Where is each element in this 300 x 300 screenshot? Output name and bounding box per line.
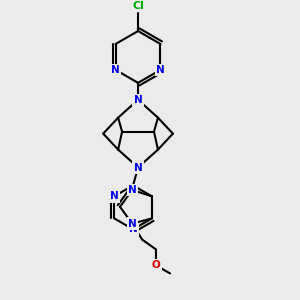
Text: N: N [134, 95, 142, 105]
Text: Cl: Cl [132, 1, 144, 11]
Text: O: O [152, 260, 161, 271]
Text: N: N [134, 163, 142, 172]
Text: N: N [128, 185, 136, 195]
Text: N: N [128, 219, 136, 229]
Text: N: N [156, 65, 165, 75]
Text: N: N [129, 224, 137, 234]
Text: N: N [110, 191, 118, 201]
Text: N: N [111, 65, 120, 75]
